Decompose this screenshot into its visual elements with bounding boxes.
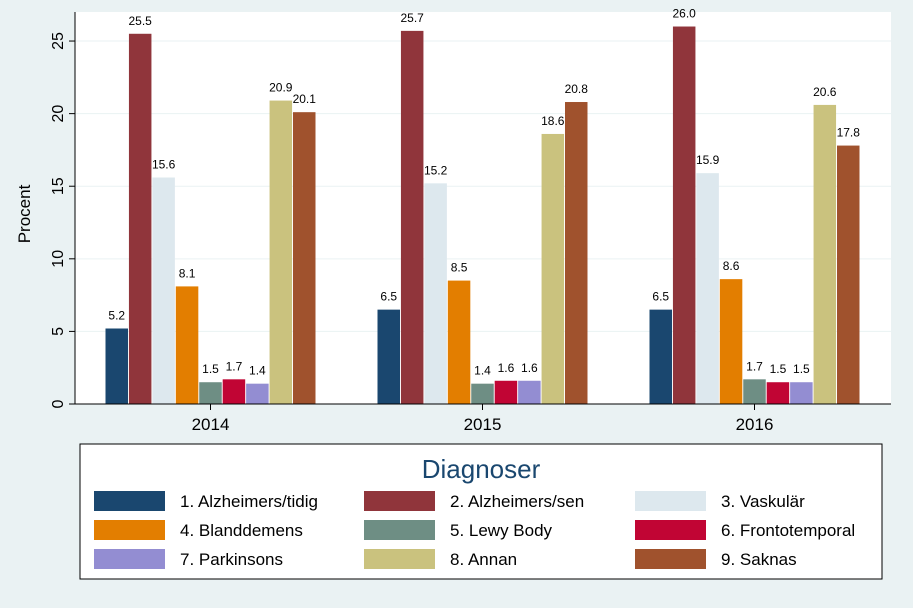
bar bbox=[813, 104, 837, 404]
y-axis-title: Procent bbox=[15, 184, 34, 243]
x-tick-label: 2015 bbox=[464, 415, 502, 434]
y-tick-label: 20 bbox=[50, 105, 67, 123]
data-label: 1.6 bbox=[521, 361, 538, 375]
x-tick-label: 2016 bbox=[736, 415, 774, 434]
data-labels: 5.2 25.5 15.6 8.1 1.5 1.7 1.4 20.920.1 6.5 25.7 15… bbox=[108, 7, 860, 378]
bar bbox=[518, 380, 541, 404]
bar bbox=[766, 382, 790, 404]
data-label: 15.6 bbox=[152, 158, 176, 172]
data-label: 1.6 bbox=[498, 361, 515, 375]
legend-label: 6. Frontotemporal bbox=[721, 521, 855, 540]
legend-label: 1. Alzheimers/tidig bbox=[180, 492, 318, 511]
data-label: 6.5 bbox=[380, 290, 397, 304]
bar bbox=[447, 280, 471, 404]
legend-label: 2. Alzheimers/sen bbox=[450, 492, 584, 511]
data-label: 6.5 bbox=[652, 290, 669, 304]
data-label: 17.8 bbox=[837, 126, 861, 140]
bar bbox=[790, 382, 813, 404]
data-label: 1.7 bbox=[746, 359, 763, 373]
bar bbox=[222, 379, 246, 404]
bar bbox=[293, 112, 316, 404]
bar bbox=[175, 286, 199, 404]
legend-swatch bbox=[94, 491, 165, 511]
data-label: 1.5 bbox=[202, 362, 219, 376]
bar bbox=[471, 383, 494, 404]
bar bbox=[105, 328, 128, 404]
x-tick-label: 2014 bbox=[192, 415, 230, 434]
data-label: 25.7 bbox=[401, 11, 425, 25]
bar bbox=[269, 100, 293, 405]
legend-swatch bbox=[364, 491, 435, 511]
bar bbox=[128, 33, 152, 405]
bar bbox=[152, 177, 175, 404]
data-label: 26.0 bbox=[673, 7, 697, 21]
data-label: 1.5 bbox=[770, 362, 787, 376]
legend-label: 5. Lewy Body bbox=[450, 521, 553, 540]
data-label: 15.9 bbox=[696, 153, 720, 167]
bar bbox=[494, 380, 518, 404]
bar bbox=[672, 26, 696, 404]
bar bbox=[541, 133, 565, 404]
axes: 0 5 10 15 20 25 2014 2015 2016 bbox=[50, 12, 891, 434]
legend-label: 9. Saknas bbox=[721, 550, 797, 569]
bar bbox=[400, 30, 424, 404]
data-label: 20.9 bbox=[269, 81, 293, 95]
data-label: 20.6 bbox=[813, 85, 837, 99]
gridlines bbox=[75, 40, 891, 332]
legend-swatch bbox=[364, 520, 435, 540]
legend-swatch bbox=[635, 520, 706, 540]
bar bbox=[199, 382, 222, 404]
data-label: 1.4 bbox=[474, 364, 491, 378]
legend-title: Diagnoser bbox=[422, 454, 541, 484]
plot-area bbox=[75, 12, 891, 404]
legend-label: 3. Vaskulär bbox=[721, 492, 805, 511]
data-label: 8.6 bbox=[723, 259, 740, 273]
legend-swatch bbox=[94, 520, 165, 540]
bar bbox=[565, 102, 588, 404]
data-label: 20.8 bbox=[565, 82, 589, 96]
bar bbox=[377, 309, 400, 404]
y-tick-label: 10 bbox=[50, 250, 67, 268]
data-label: 8.5 bbox=[451, 261, 468, 275]
data-label: 5.2 bbox=[108, 309, 125, 323]
y-tick-label: 25 bbox=[50, 32, 67, 50]
data-label: 1.7 bbox=[226, 359, 243, 373]
legend-box bbox=[79, 443, 883, 580]
y-tick-label: 15 bbox=[50, 177, 67, 195]
data-label: 25.5 bbox=[129, 14, 153, 28]
bar bbox=[649, 309, 672, 404]
legend-label: 4. Blanddemens bbox=[180, 521, 303, 540]
bar bbox=[837, 145, 860, 404]
bar bbox=[743, 379, 766, 404]
y-tick-label: 0 bbox=[50, 399, 67, 408]
data-label: 18.6 bbox=[541, 114, 565, 128]
legend-swatch bbox=[635, 491, 706, 511]
y-tick-label: 5 bbox=[50, 327, 67, 336]
legend: 1. Alzheimers/tidig 2. Alzheimers/sen 3. V… bbox=[94, 491, 855, 569]
data-label: 20.1 bbox=[293, 92, 317, 106]
data-label: 8.1 bbox=[179, 266, 196, 280]
data-label: 15.2 bbox=[424, 163, 448, 177]
data-label: 1.4 bbox=[249, 364, 266, 378]
bar bbox=[424, 183, 447, 404]
legend-label: 7. Parkinsons bbox=[180, 550, 283, 569]
legend-label: 8. Annan bbox=[450, 550, 517, 569]
bar bbox=[696, 173, 719, 404]
bars bbox=[105, 26, 860, 405]
legend-swatch bbox=[635, 549, 706, 569]
legend-swatch bbox=[364, 549, 435, 569]
bar bbox=[246, 383, 269, 404]
data-label: 1.5 bbox=[793, 362, 810, 376]
bar bbox=[719, 279, 743, 404]
legend-swatch bbox=[94, 549, 165, 569]
